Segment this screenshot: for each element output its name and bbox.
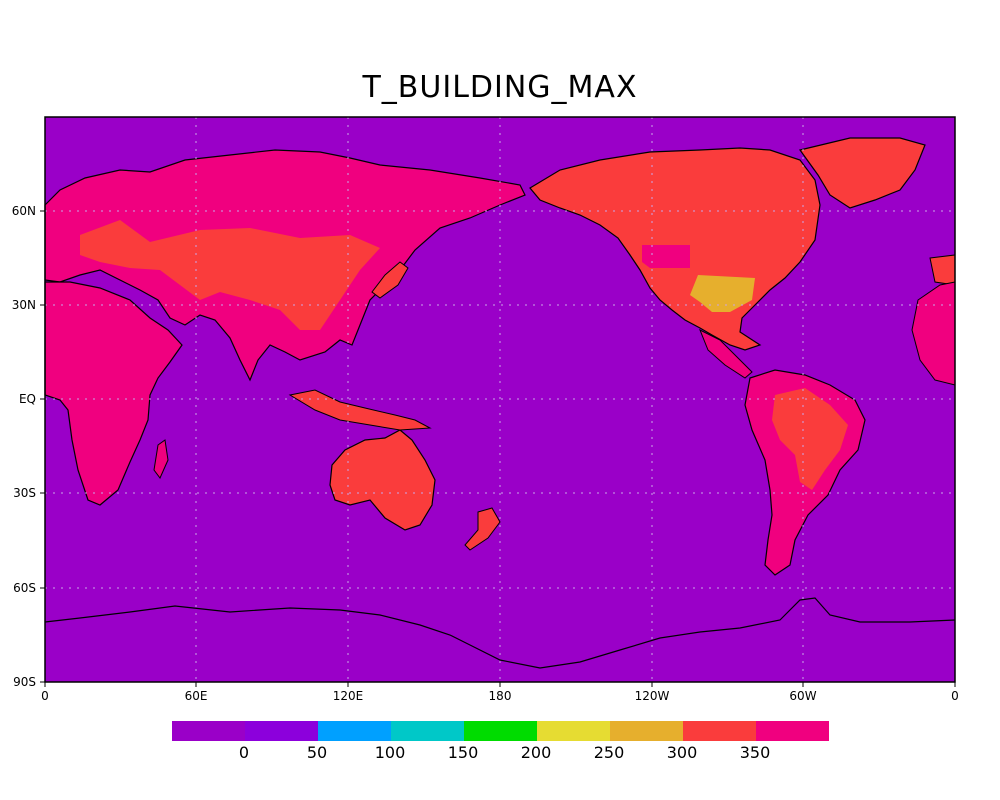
colorbar-label: 150 [448,743,479,762]
lon-label: 60W [789,689,816,703]
landmass-us-northwest [642,245,690,268]
lat-label: 90S [13,675,36,689]
landmass-japan [371,261,409,299]
lat-label: EQ [19,392,36,406]
landmass-south-america-interior [772,388,848,490]
landmass-madagascar [153,439,169,479]
landmass-central-america [699,328,753,379]
latitude-labels: 60N 30N EQ 30S 60S 90S [12,204,36,689]
colorbar-swatches [172,721,829,741]
longitude-labels: 0 60E 120E 180 120W 60W 0 [41,689,959,703]
lon-label: 60E [185,689,208,703]
colorbar-label: 250 [594,743,625,762]
colorbar: 0 50 100 150 200 250 300 350 [172,721,829,762]
landmass-australia [329,429,436,531]
colorbar-swatch [464,721,537,741]
colorbar-swatch [610,721,683,741]
lat-label: 60N [12,204,36,218]
lon-label: 180 [489,689,512,703]
landmass-new-zealand [464,507,501,551]
map-panel [44,116,956,683]
lon-label: 120E [333,689,364,703]
colorbar-labels: 0 50 100 150 200 250 300 350 [239,743,770,762]
lat-label: 60S [13,581,36,595]
colorbar-swatch [391,721,464,741]
landmass-africa [44,281,183,506]
colorbar-swatch [318,721,391,741]
lat-label: 30S [13,486,36,500]
colorbar-label: 200 [521,743,552,762]
antarctica-outline [44,597,956,669]
landmass-africa-east-edge [911,281,956,386]
landmass-asia-interior [80,220,380,330]
colorbar-label: 100 [375,743,406,762]
lon-label: 120W [635,689,670,703]
colorbar-label: 350 [740,743,771,762]
landmass-greenland [798,137,926,209]
landmass-maritime-se-asia [288,389,432,431]
colorbar-label: 0 [239,743,249,762]
colorbar-swatch [683,721,756,741]
colorbar-label: 50 [307,743,327,762]
map-title: T_BUILDING_MAX [362,70,638,105]
colorbar-swatch [756,721,829,741]
lon-label: 0 [41,689,49,703]
lat-label: 30N [12,298,36,312]
landmass-us-southeast [690,275,755,312]
colorbar-swatch [537,721,610,741]
colorbar-swatch [172,721,245,741]
tick-marks [40,210,956,687]
lon-label: 0 [951,689,959,703]
colorbar-swatch [245,721,318,741]
land-layer [44,137,956,669]
colorbar-label: 300 [667,743,698,762]
